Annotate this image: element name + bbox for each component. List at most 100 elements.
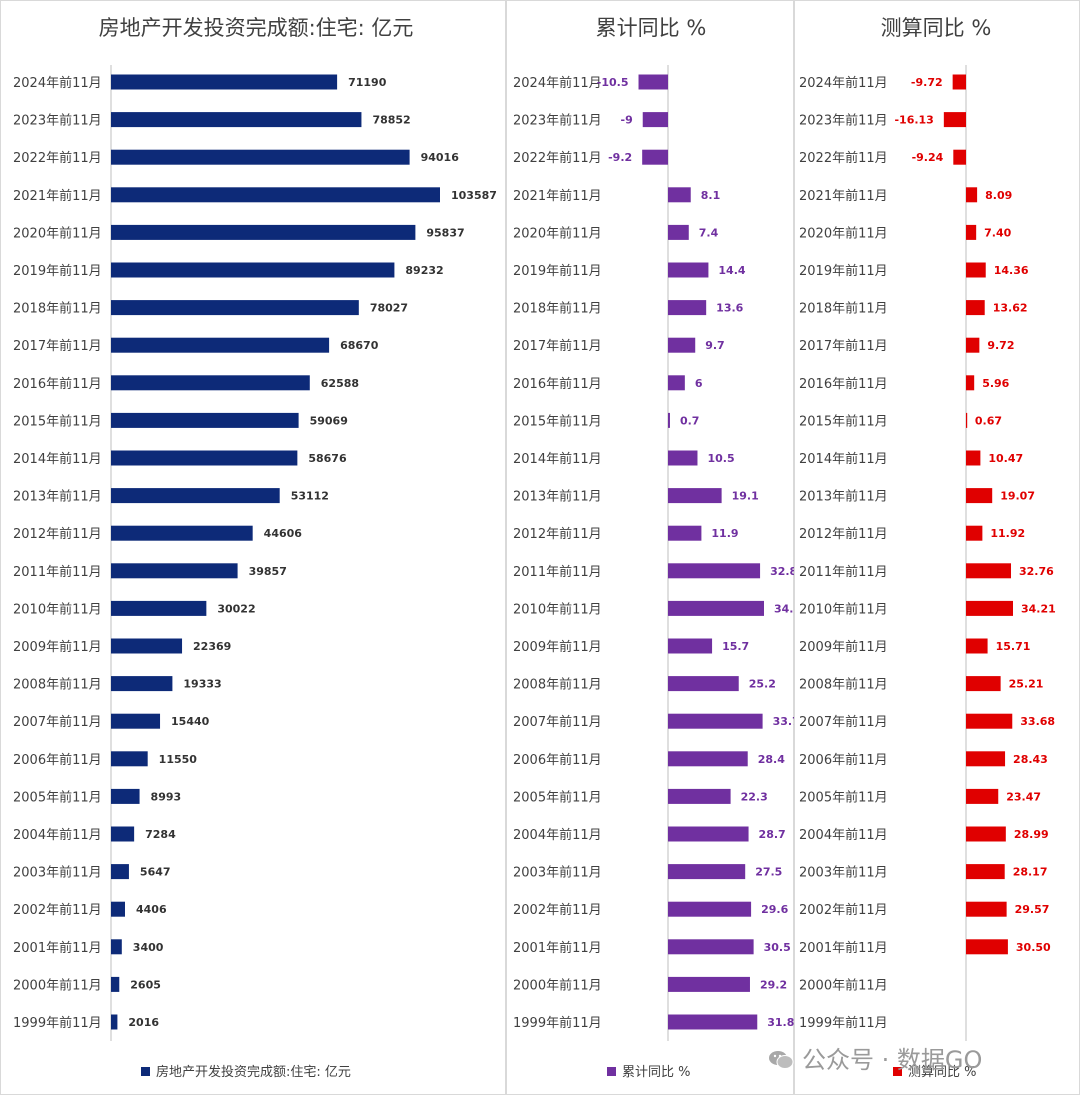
category-tick-label: 2019年前11月 — [799, 263, 888, 279]
category-tick-label: 2007年前11月 — [799, 714, 888, 730]
data-label: 0.7 — [680, 414, 700, 427]
bar — [966, 638, 988, 654]
bar — [111, 1014, 118, 1030]
data-label: 34.2 — [774, 602, 795, 615]
data-label: 8.09 — [985, 189, 1012, 202]
data-label: -9.24 — [912, 151, 944, 164]
category-tick-label: 2003年前11月 — [513, 865, 602, 881]
data-label: 28.4 — [758, 753, 785, 766]
category-tick-label: 2013年前11月 — [13, 489, 102, 505]
data-label: 11.92 — [990, 527, 1025, 540]
bar — [111, 149, 410, 165]
data-label: 19.1 — [732, 490, 759, 503]
category-tick-label: 2019年前11月 — [513, 263, 602, 279]
bar — [111, 676, 173, 692]
category-tick-label: 2005年前11月 — [13, 789, 102, 805]
category-tick-label: 2013年前11月 — [513, 489, 602, 505]
data-label: 15440 — [171, 715, 210, 728]
data-label: 9.7 — [705, 339, 725, 352]
bar — [966, 187, 978, 203]
category-tick-label: 2002年前11月 — [513, 902, 602, 918]
data-label: 0.67 — [975, 414, 1002, 427]
bar — [966, 488, 993, 504]
category-tick-label: 2000年前11月 — [513, 977, 602, 993]
bar — [111, 450, 298, 466]
bar — [111, 826, 135, 842]
data-label: 14.36 — [994, 264, 1029, 277]
data-label: 29.6 — [761, 903, 788, 916]
category-tick-label: 2005年前11月 — [799, 789, 888, 805]
data-label: 28.99 — [1014, 828, 1049, 841]
bar — [668, 337, 696, 353]
bar — [668, 1014, 758, 1030]
bar — [966, 864, 1005, 880]
category-tick-label: 2014年前11月 — [513, 451, 602, 467]
bar — [668, 412, 670, 428]
data-label: 4406 — [136, 903, 167, 916]
data-label: 30022 — [217, 602, 255, 615]
bar — [111, 751, 148, 767]
chart-panel-cumulative-yoy: 累计同比 % 2024年前11月 -10.5 2023年前11月 -9 2022年前11月… — [506, 0, 795, 1095]
bar — [966, 300, 985, 316]
bar — [966, 337, 980, 353]
data-label: 15.71 — [996, 640, 1031, 653]
bar — [111, 262, 395, 278]
category-tick-label: 2024年前11月 — [513, 75, 602, 91]
data-label: 25.2 — [749, 678, 776, 691]
category-tick-label: 2022年前11月 — [513, 150, 602, 166]
data-label: 28.7 — [759, 828, 786, 841]
data-label: 28.43 — [1013, 753, 1048, 766]
category-tick-label: 2016年前11月 — [799, 376, 888, 392]
data-label: 34.21 — [1021, 602, 1056, 615]
data-label: 39857 — [249, 565, 287, 578]
bar — [668, 638, 713, 654]
bar — [642, 112, 668, 128]
bar — [966, 412, 968, 428]
category-tick-label: 2004年前11月 — [13, 827, 102, 843]
category-tick-label: 1999年前11月 — [799, 1015, 888, 1031]
category-tick-label: 2022年前11月 — [799, 150, 888, 166]
data-label: 32.76 — [1019, 565, 1054, 578]
bar — [111, 788, 140, 804]
bar — [111, 224, 416, 240]
data-label: 3400 — [133, 941, 164, 954]
category-tick-label: 2009年前11月 — [13, 639, 102, 655]
bar — [111, 864, 129, 880]
bar — [111, 187, 440, 203]
category-tick-label: 2015年前11月 — [13, 413, 102, 429]
bar — [111, 488, 280, 504]
category-tick-label: 2009年前11月 — [799, 639, 888, 655]
category-tick-label: 2023年前11月 — [799, 113, 888, 129]
data-label: 19.07 — [1000, 490, 1035, 503]
category-tick-label: 2010年前11月 — [513, 601, 602, 617]
data-label: 71190 — [348, 76, 387, 89]
category-tick-label: 2000年前11月 — [13, 977, 102, 993]
bar — [668, 976, 750, 992]
data-label: 10.47 — [988, 452, 1023, 465]
category-tick-label: 2007年前11月 — [513, 714, 602, 730]
data-label: 59069 — [310, 414, 348, 427]
category-tick-label: 1999年前11月 — [513, 1015, 602, 1031]
bar — [668, 826, 749, 842]
category-tick-label: 2011年前11月 — [513, 564, 602, 580]
category-tick-label: 2000年前11月 — [799, 977, 888, 993]
data-label: 5647 — [140, 866, 171, 879]
data-label: 95837 — [426, 226, 464, 239]
data-label: 25.21 — [1009, 678, 1044, 691]
bar — [111, 713, 161, 729]
data-label: 103587 — [451, 189, 497, 202]
data-label: 8993 — [151, 790, 182, 803]
category-tick-label: 2006年前11月 — [13, 752, 102, 768]
bar — [668, 939, 754, 955]
data-label: 78852 — [372, 114, 410, 127]
category-tick-label: 2016年前11月 — [513, 376, 602, 392]
category-tick-label: 2006年前11月 — [799, 752, 888, 768]
bar — [668, 563, 761, 579]
data-label: 9.72 — [987, 339, 1014, 352]
data-label: 58676 — [308, 452, 347, 465]
category-tick-label: 2005年前11月 — [513, 789, 602, 805]
data-label: 2016 — [128, 1016, 159, 1029]
data-label: 89232 — [405, 264, 443, 277]
data-label: 15.7 — [722, 640, 749, 653]
bar — [668, 187, 691, 203]
